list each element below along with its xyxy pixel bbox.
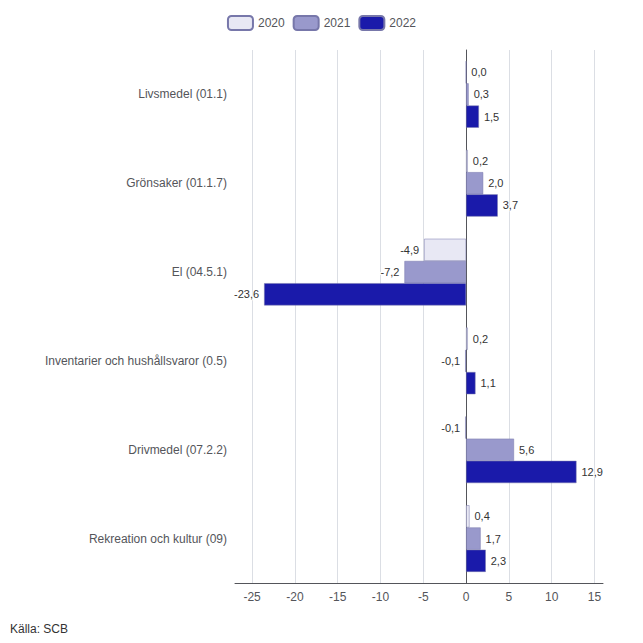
- svg-text:Källa: SCB: Källa: SCB: [10, 622, 68, 636]
- svg-text:-15: -15: [329, 590, 347, 604]
- svg-text:15: 15: [588, 590, 602, 604]
- svg-text:-20: -20: [286, 590, 304, 604]
- svg-text:1,7: 1,7: [486, 533, 501, 545]
- svg-text:-5: -5: [418, 590, 429, 604]
- svg-text:Drivmedel (07.2.2): Drivmedel (07.2.2): [128, 443, 227, 457]
- svg-text:2,3: 2,3: [491, 555, 506, 567]
- svg-text:-10: -10: [372, 590, 390, 604]
- svg-text:Grönsaker (01.1.7): Grönsaker (01.1.7): [126, 176, 227, 190]
- svg-text:2,0: 2,0: [488, 177, 503, 189]
- svg-text:-25: -25: [243, 590, 261, 604]
- svg-text:2021: 2021: [324, 16, 351, 30]
- svg-text:-0,1: -0,1: [441, 422, 460, 434]
- svg-text:0,4: 0,4: [474, 510, 489, 522]
- svg-text:1,5: 1,5: [484, 111, 499, 123]
- svg-text:El (04.5.1): El (04.5.1): [172, 265, 227, 279]
- svg-text:-0,1: -0,1: [441, 355, 460, 367]
- svg-text:2022: 2022: [389, 16, 416, 30]
- svg-text:-23,6: -23,6: [234, 288, 259, 300]
- svg-text:10: 10: [545, 590, 559, 604]
- svg-text:1,1: 1,1: [480, 377, 495, 389]
- svg-text:Livsmedel (01.1): Livsmedel (01.1): [138, 87, 227, 101]
- svg-text:0,2: 0,2: [473, 333, 488, 345]
- svg-text:3,7: 3,7: [503, 199, 518, 211]
- svg-text:Inventarier och hushållsvaror: Inventarier och hushållsvaror (0.5): [45, 354, 227, 368]
- svg-text:2020: 2020: [258, 16, 285, 30]
- svg-text:0,2: 0,2: [473, 155, 488, 167]
- svg-text:12,9: 12,9: [581, 466, 602, 478]
- svg-text:0,0: 0,0: [471, 66, 486, 78]
- svg-text:Rekreation och kultur (09): Rekreation och kultur (09): [89, 532, 227, 546]
- svg-text:0: 0: [463, 590, 470, 604]
- svg-text:0,3: 0,3: [474, 88, 489, 100]
- svg-text:5,6: 5,6: [519, 444, 534, 456]
- svg-text:-4,9: -4,9: [400, 244, 419, 256]
- svg-text:-7,2: -7,2: [380, 266, 399, 278]
- svg-text:5: 5: [506, 590, 513, 604]
